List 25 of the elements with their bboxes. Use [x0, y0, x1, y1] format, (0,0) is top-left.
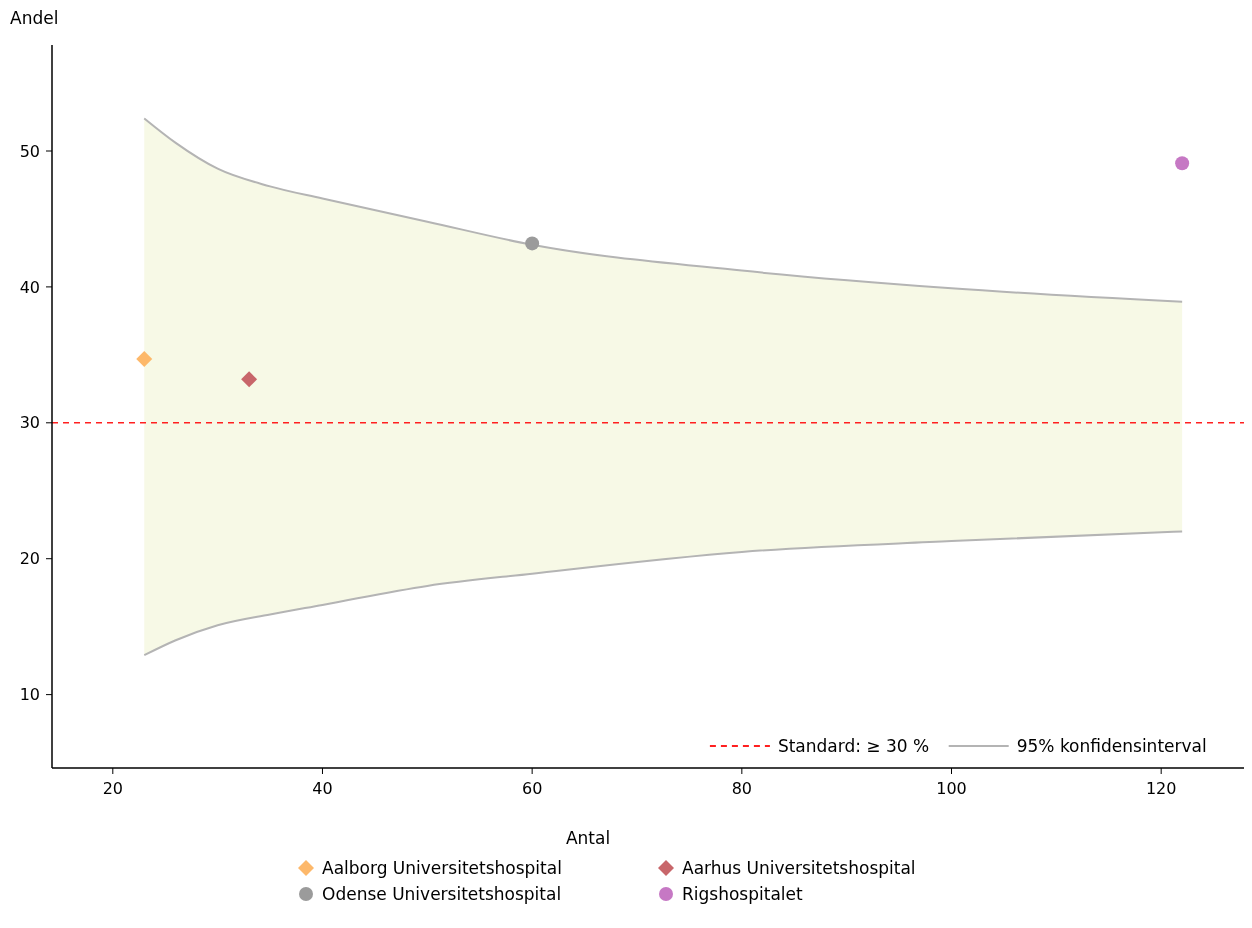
x-tick-label: 100 [936, 779, 967, 798]
x-tick-label: 40 [312, 779, 333, 798]
point [1175, 156, 1190, 171]
y-tick-label: 30 [19, 413, 40, 433]
legend-label: Aalborg Universitetshospital [322, 857, 562, 878]
y-tick-label: 10 [19, 685, 40, 705]
legend-label: Rigshospitalet [682, 883, 803, 904]
x-axis-title: Antal [565, 828, 611, 848]
x-tick-label: 80 [731, 779, 753, 798]
line-series [143, 530, 1184, 657]
point [136, 350, 153, 367]
y-axis-title: Andel [10, 8, 59, 28]
legend-label: Aarhus Universitetshospital [682, 857, 916, 878]
legend-label: Standard: ≥ 30 % [777, 735, 930, 756]
legend-label: Odense Universitetshospital [322, 883, 562, 904]
x-tick-label: 120 [1145, 779, 1177, 798]
point [241, 371, 258, 388]
x-tick-label: 20 [102, 779, 123, 798]
legend-label: 95% konfidensinterval [1016, 735, 1207, 756]
point [525, 236, 540, 251]
y-tick-label: 50 [19, 141, 40, 161]
y-tick-label: 40 [19, 277, 40, 297]
x-tick-label: 60 [521, 779, 543, 798]
y-tick-label: 20 [19, 549, 40, 569]
line-series [143, 117, 1184, 303]
